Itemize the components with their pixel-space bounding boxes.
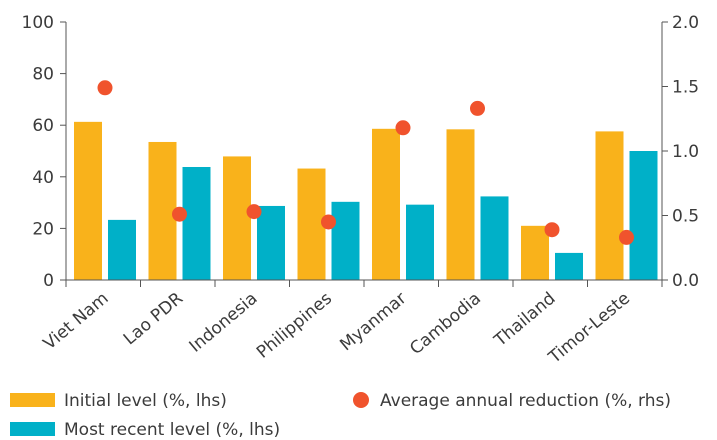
legend-swatch-initial [10, 393, 55, 407]
category-label-7: Timor-Leste [544, 289, 634, 369]
ticks-layer: 0 20 40 60 80 100 0.0 0.5 1.0 1.5 2.0 [22, 13, 700, 291]
bar-recent-2 [257, 205, 285, 280]
legend-swatch-reduction [353, 392, 369, 408]
left-tick-label-4: 80 [32, 65, 54, 85]
bar-recent-7 [629, 151, 658, 280]
left-tick-label-0: 0 [43, 271, 54, 291]
bar-recent-1 [182, 166, 211, 280]
bar-initial-1 [148, 141, 177, 280]
bar-initial-5 [446, 129, 475, 280]
bar-recent-3 [331, 201, 360, 280]
bar-recent-6 [555, 252, 583, 280]
legend-label-reduction: Average annual reduction (%, rhs) [380, 391, 671, 411]
reduction-point-0 [97, 80, 113, 96]
bar-initial-6 [521, 225, 549, 280]
bar-initial-7 [595, 131, 624, 280]
category-label-4: Myanmar [336, 289, 410, 356]
reduction-point-3 [321, 214, 336, 230]
legend-label-initial: Initial level (%, lhs) [64, 391, 227, 411]
reduction-point-5 [470, 100, 485, 116]
category-label-1: Lao PDR [120, 288, 187, 349]
left-tick-label-3: 60 [32, 116, 54, 136]
bar-initial-3 [297, 168, 326, 280]
bar-initial-2 [223, 156, 251, 280]
bar-recent-4 [406, 204, 434, 280]
bars-layer [74, 121, 658, 280]
legend-label-recent: Most recent level (%, lhs) [64, 420, 280, 440]
category-label-2: Indonesia [186, 289, 262, 357]
points-layer [97, 80, 634, 245]
right-tick-label-3: 1.5 [672, 78, 699, 98]
legend: Initial level (%, lhs) Most recent level … [10, 391, 671, 440]
bar-recent-5 [480, 196, 509, 280]
bar-initial-0 [74, 121, 102, 280]
category-label-3: Philippines [253, 288, 336, 362]
left-tick-label-2: 40 [32, 168, 54, 188]
bar-recent-0 [108, 219, 136, 280]
reduction-point-7 [619, 229, 634, 245]
right-tick-label-0: 0.0 [672, 271, 699, 291]
right-tick-label-2: 1.0 [672, 142, 699, 162]
category-label-5: Cambodia [406, 289, 485, 360]
left-tick-label-1: 20 [32, 219, 54, 239]
right-tick-label-4: 2.0 [672, 13, 699, 33]
axes-layer [60, 21, 668, 287]
reduction-point-4 [395, 120, 411, 136]
bar-initial-4 [372, 128, 400, 280]
left-tick-label-5: 100 [22, 13, 54, 33]
category-label-0: Viet Nam [40, 289, 113, 355]
category-label-6: Thailand [490, 289, 560, 352]
reduction-point-6 [544, 222, 560, 238]
reduction-point-2 [246, 204, 262, 220]
right-tick-label-1: 0.5 [672, 207, 699, 227]
reduction-point-1 [172, 206, 187, 222]
legend-swatch-recent [10, 422, 55, 436]
